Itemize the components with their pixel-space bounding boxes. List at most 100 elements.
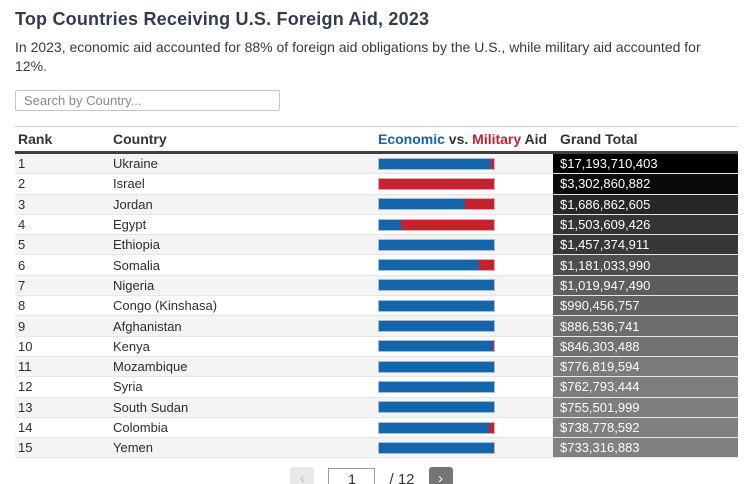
table-row: 8 Congo (Kinshasa) $990,456,757 — [15, 296, 738, 317]
aid-mix-bar — [378, 279, 495, 292]
aid-mix-bar — [378, 340, 495, 353]
row-rank: 11 — [18, 359, 32, 375]
search-bar — [15, 90, 738, 111]
row-grand-total: $17,193,710,403 — [553, 154, 738, 174]
vs-label: vs. — [444, 131, 473, 147]
economic-aid-segment — [378, 157, 492, 170]
row-aid-mix-cell — [375, 154, 553, 173]
row-country: Kenya — [113, 338, 150, 354]
row-rank: 10 — [18, 338, 33, 354]
row-country: Egypt — [113, 217, 147, 233]
row-rank: 14 — [18, 420, 33, 435]
table-row: 9 Afghanistan $886,536,741 — [15, 316, 738, 337]
economic-aid-segment — [378, 259, 479, 272]
row-aid-mix-cell — [375, 377, 553, 396]
economic-legend-label: Economic — [378, 131, 445, 147]
military-aid-segment — [489, 421, 495, 434]
row-rank: 5 — [18, 237, 26, 253]
row-aid-mix-cell — [375, 235, 553, 254]
military-aid-segment — [493, 441, 495, 454]
economic-aid-segment — [378, 360, 494, 373]
chevron-left-icon: ‹ — [299, 470, 305, 484]
row-grand-total: $3,302,860,882 — [553, 174, 738, 194]
row-rank: 12 — [18, 379, 33, 395]
table-row: 14 Colombia $738,778,592 — [15, 417, 738, 439]
next-page-button[interactable]: › — [428, 467, 453, 484]
row-country: Ukraine — [113, 156, 158, 172]
row-country: Congo (Kinshasa) — [113, 298, 218, 314]
economic-aid-segment — [378, 299, 494, 312]
economic-aid-segment — [378, 218, 402, 231]
total-pages-label: / 12 — [389, 470, 415, 484]
table-row: 1 Ukraine $17,193,710,403 — [15, 154, 738, 175]
table-row: 3 Jordan $1,686,862,605 — [15, 194, 738, 215]
page-number-input[interactable] — [328, 467, 376, 484]
table-row: 12 Syria $762,793,444 — [15, 377, 738, 398]
row-rank: 13 — [18, 399, 33, 415]
row-country: Mozambique — [113, 359, 188, 375]
prev-page-button[interactable]: ‹ — [290, 467, 315, 484]
military-aid-segment — [491, 157, 495, 170]
aid-table: Rank Country Economic vs. Military Aid G… — [15, 126, 738, 459]
military-aid-segment — [401, 218, 495, 231]
aid-mix-bar — [378, 238, 495, 251]
military-aid-segment — [493, 360, 495, 373]
aid-mix-bar — [378, 360, 495, 373]
row-aid-mix-cell — [375, 296, 553, 315]
table-row: 13 South Sudan $755,501,999 — [15, 397, 738, 418]
military-legend-label: Military — [472, 131, 522, 147]
row-grand-total: $1,686,862,605 — [553, 194, 738, 214]
aid-mix-bar — [378, 177, 495, 190]
table-row: 5 Ethiopia $1,457,374,911 — [15, 235, 738, 256]
row-grand-total: $1,181,033,990 — [553, 255, 738, 275]
row-grand-total: $755,501,999 — [553, 397, 738, 417]
row-grand-total: $990,456,757 — [553, 296, 738, 316]
row-aid-mix-cell — [375, 174, 553, 193]
row-grand-total: $1,503,609,426 — [553, 214, 738, 235]
row-rank: 4 — [18, 217, 26, 233]
row-grand-total: $1,019,947,490 — [553, 275, 738, 296]
aid-mix-bar — [378, 157, 495, 170]
row-rank: 1 — [18, 156, 26, 172]
table-row: 4 Egypt $1,503,609,426 — [15, 214, 738, 236]
economic-aid-segment — [378, 238, 495, 251]
row-country: Israel — [113, 176, 145, 192]
column-header-aid-mix: Economic vs. Military Aid — [375, 131, 553, 147]
column-header-grand-total: Grand Total — [560, 131, 638, 147]
aid-mix-bar — [378, 421, 495, 434]
row-rank: 7 — [18, 277, 26, 293]
row-aid-mix-cell — [375, 276, 553, 295]
row-grand-total: $733,316,883 — [553, 438, 738, 458]
row-aid-mix-cell — [375, 195, 553, 214]
aid-mix-bar — [378, 401, 495, 414]
row-country: Nigeria — [113, 277, 155, 293]
column-header-rank: Rank — [18, 131, 53, 147]
row-grand-total: $776,819,594 — [553, 356, 738, 377]
military-aid-segment — [493, 299, 495, 312]
row-aid-mix-cell — [375, 337, 553, 356]
row-country: Yemen — [113, 440, 153, 456]
aid-mix-bar — [378, 218, 495, 231]
military-aid-segment — [464, 198, 495, 211]
table-row: 10 Kenya $846,303,488 — [15, 336, 738, 357]
row-rank: 6 — [18, 257, 26, 273]
aid-mix-bar — [378, 320, 495, 333]
military-aid-segment — [478, 259, 495, 272]
economic-aid-segment — [378, 441, 494, 454]
row-grand-total: $846,303,488 — [553, 336, 738, 356]
table-row: 7 Nigeria $1,019,947,490 — [15, 275, 738, 297]
aid-mix-bar — [378, 441, 495, 454]
row-grand-total: $762,793,444 — [553, 377, 738, 397]
row-rank: 9 — [18, 318, 26, 334]
row-rank: 15 — [18, 440, 33, 456]
table-header-row: Rank Country Economic vs. Military Aid G… — [15, 126, 738, 154]
aid-label: Aid — [521, 131, 548, 147]
table-row: 11 Mozambique $776,819,594 — [15, 356, 738, 378]
row-aid-mix-cell — [375, 438, 553, 457]
table-row: 2 Israel $3,302,860,882 — [15, 174, 738, 195]
row-aid-mix-cell — [375, 357, 553, 376]
aid-mix-bar — [378, 259, 495, 272]
search-input[interactable] — [15, 90, 280, 111]
table-row: 15 Yemen $733,316,883 — [15, 438, 738, 459]
